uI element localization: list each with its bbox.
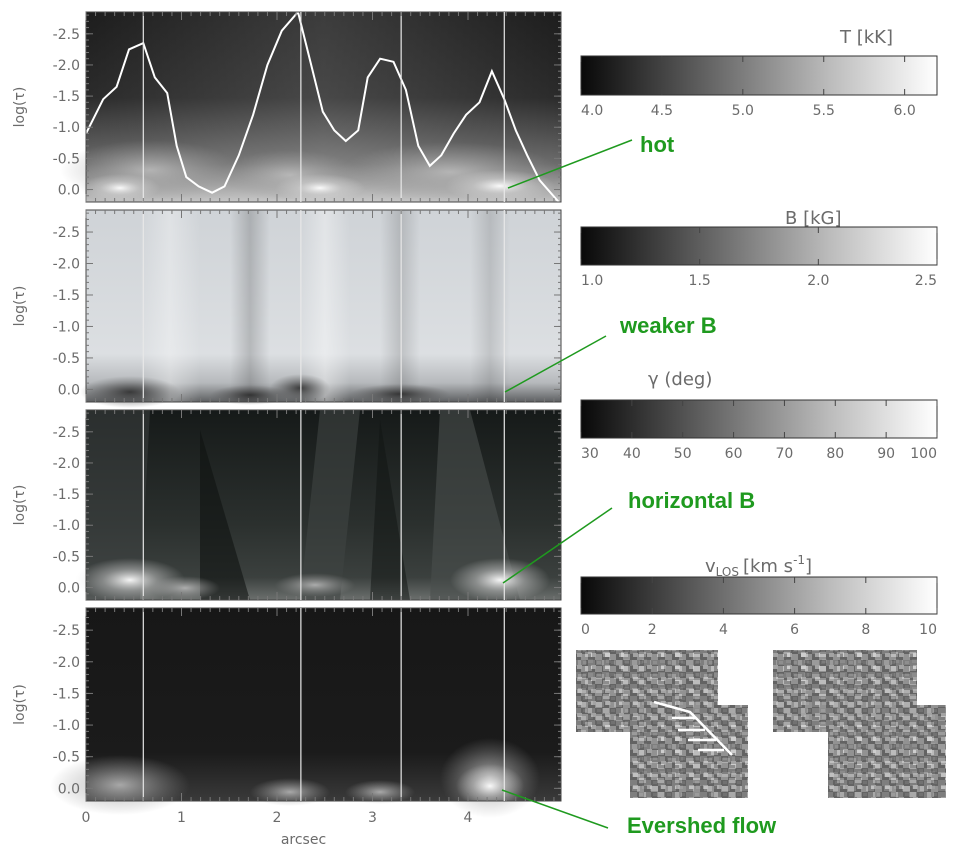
colorbar-field-strength: B [kG] 1.0 1.5 2.0 2.5 — [580, 208, 938, 289]
annotation-hot: hot — [640, 132, 675, 157]
colorbar-tick-label: 5.5 — [813, 103, 835, 119]
y-tick-label: -2.5 — [53, 623, 80, 639]
y-axis-label: log(τ) — [12, 286, 28, 327]
y-tick-label: -0.5 — [53, 151, 80, 167]
colorbar-tick-label: 70 — [776, 446, 794, 462]
y-tick-label: 0.0 — [58, 382, 80, 398]
x-axis-label: arcsec — [281, 832, 326, 847]
colorbar-tick-label: 5.0 — [732, 103, 754, 119]
y-tick-label: -2.5 — [53, 27, 80, 43]
y-tick-label: -1.0 — [53, 718, 80, 734]
colorbar-tick-label: 4.0 — [581, 103, 603, 119]
colorbar-tick-label: 4 — [719, 622, 728, 638]
panel-velocity — [50, 607, 562, 818]
y-axis-label: log(τ) — [12, 684, 28, 725]
annotations: hot weaker B horizontal B Evershed flow — [501, 132, 777, 838]
colorbar-title-inclination: γ (deg) — [648, 369, 712, 390]
y-tick-label: -2.0 — [53, 655, 80, 671]
colorbar-tick-label: 30 — [581, 446, 599, 462]
colorbar-title-field-strength: B [kG] — [785, 208, 842, 229]
colorbar-title-temperature: T [kK] — [839, 27, 893, 48]
y-axis-label: log(τ) — [12, 485, 28, 526]
y-tick-label: -1.5 — [53, 89, 80, 105]
colorbar-tick-label: 1.5 — [689, 273, 711, 289]
axes: -2.5 -2.0 -1.5 -1.0 -0.5 0.0 log(τ) -2.5 -2.0 -1.… — [12, 12, 561, 847]
colorbar-tick-label: 2 — [648, 622, 657, 638]
colorbar-tick-label: 60 — [725, 446, 743, 462]
y-tick-label: -2.5 — [53, 425, 80, 441]
x-tick-label: 4 — [464, 810, 473, 826]
inset-image-left — [576, 650, 748, 798]
x-tick-label: 0 — [82, 810, 91, 826]
y-tick-label: -1.5 — [53, 686, 80, 702]
colorbar-tick-label: 100 — [910, 446, 937, 462]
colorbar-tick-label: 4.5 — [651, 103, 673, 119]
y-tick-label: -1.0 — [53, 319, 80, 335]
x-tick-label: 3 — [368, 810, 377, 826]
y-tick-label: -1.5 — [53, 487, 80, 503]
panel-temperature — [60, 9, 562, 203]
y-tick-label: -1.5 — [53, 288, 80, 304]
colorbar-tick-label: 6.0 — [894, 103, 916, 119]
colorbar-title-velocity: vLOS [km s-1] — [705, 553, 812, 579]
y-tick-label: -1.0 — [53, 120, 80, 136]
annotation-weaker-b: weaker B — [619, 313, 717, 338]
colorbar-tick-label: 40 — [623, 446, 641, 462]
colorbar-tick-label: 2.0 — [807, 273, 829, 289]
flow-direction-markers — [653, 700, 733, 756]
y-tick-label: 0.0 — [58, 781, 80, 797]
y-tick-label: -2.5 — [53, 225, 80, 241]
temperature-profile-line — [85, 9, 560, 203]
colorbar-tick-label: 6 — [790, 622, 799, 638]
x-tick-label: 2 — [273, 810, 282, 826]
y-tick-label: -0.5 — [53, 351, 80, 367]
annotation-evershed-flow: Evershed flow — [627, 813, 777, 838]
colorbar-tick-label: 8 — [861, 622, 870, 638]
y-tick-label: -0.5 — [53, 549, 80, 565]
panel-field-strength — [80, 209, 562, 408]
vertical-markers — [142, 12, 505, 801]
panel-inclination — [75, 409, 562, 602]
x-tick-label: 1 — [177, 810, 186, 826]
y-tick-label: -2.0 — [53, 58, 80, 74]
y-tick-label: -1.0 — [53, 518, 80, 534]
y-tick-label: -2.0 — [53, 456, 80, 472]
y-tick-label: 0.0 — [58, 183, 80, 199]
y-tick-label: 0.0 — [58, 581, 80, 597]
colorbar-temperature: T [kK] 4.0 4.5 5.0 5.5 6.0 — [580, 27, 938, 119]
colorbar-tick-label: 10 — [919, 622, 937, 638]
colorbar-tick-label: 1.0 — [581, 273, 603, 289]
y-axis-label: log(τ) — [12, 87, 28, 128]
colorbar-inclination: γ (deg) 30 40 50 60 70 80 90 100 — [580, 369, 938, 462]
colorbar-tick-label: 80 — [826, 446, 844, 462]
inset-image-right — [773, 650, 946, 798]
colorbar-tick-label: 2.5 — [915, 273, 937, 289]
colorbar-tick-label: 90 — [877, 446, 895, 462]
colorbar-velocity: vLOS [km s-1] 0 2 4 6 8 10 — [580, 553, 938, 638]
y-tick-label: -2.0 — [53, 257, 80, 273]
y-tick-label: -0.5 — [53, 750, 80, 766]
annotation-horizontal-b: horizontal B — [628, 488, 755, 513]
colorbar-tick-label: 0 — [581, 622, 590, 638]
colorbar-tick-label: 50 — [674, 446, 692, 462]
